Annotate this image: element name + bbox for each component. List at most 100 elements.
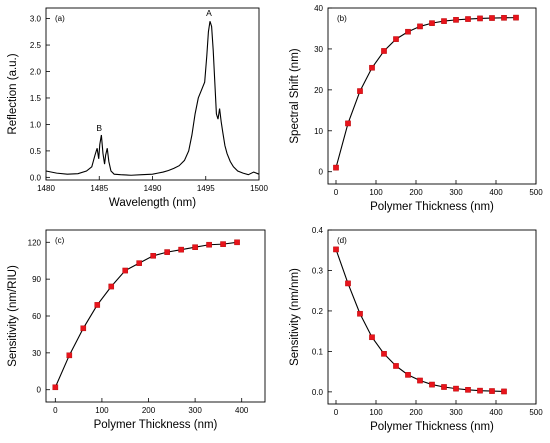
data-point xyxy=(369,334,375,341)
y-tick-label: 60 xyxy=(32,312,41,321)
data-point xyxy=(405,372,411,378)
y-tick-label: 20 xyxy=(314,86,323,95)
plot-frame xyxy=(327,229,537,405)
data-point xyxy=(178,246,184,253)
data-point xyxy=(94,302,101,308)
data-point xyxy=(489,388,495,394)
panel-label: (b) xyxy=(337,14,347,23)
series-line xyxy=(54,241,238,388)
y-tick-label: 0.5 xyxy=(30,147,42,156)
y-tick-label: 1.0 xyxy=(30,120,42,129)
data-point xyxy=(429,20,435,26)
data-point xyxy=(136,260,142,266)
data-point xyxy=(501,15,507,21)
data-point xyxy=(453,385,459,392)
data-point xyxy=(405,28,411,35)
x-tick-label: 0 xyxy=(53,406,58,415)
y-axis-label: Spectral Shift (nm) xyxy=(289,48,301,143)
y-tick-label: 0.0 xyxy=(312,388,324,397)
x-tick-label: 300 xyxy=(188,406,202,415)
y-tick-label: 30 xyxy=(32,349,41,358)
panel-label: (c) xyxy=(55,236,65,245)
x-tick-label: 0 xyxy=(334,188,339,197)
x-tick-label: 400 xyxy=(235,406,249,415)
x-tick-label: 300 xyxy=(449,188,463,197)
x-tick-label: 1490 xyxy=(144,184,162,193)
data-point xyxy=(513,14,519,21)
panel-a: 1480 1485 1490 1495 1500 0.0 0.5 1.0 1.5 2.0 2.5 3.… xyxy=(7,7,268,209)
x-tick-label: 400 xyxy=(489,408,503,417)
x-tick-label: 400 xyxy=(489,188,503,197)
data-point xyxy=(417,377,423,384)
y-tick-label: 0 xyxy=(319,168,324,177)
panel-label: (a) xyxy=(55,14,65,23)
x-axis-label: Wavelength (nm) xyxy=(109,197,196,209)
data-point xyxy=(333,164,339,171)
data-point xyxy=(381,48,387,54)
panel-c: 0 100 200 300 400 0 30 60 90 120 Polymer Thickness… xyxy=(7,229,266,431)
x-tick-label: 1495 xyxy=(197,184,215,193)
x-tick-label: 1480 xyxy=(37,184,55,193)
y-tick-label: 10 xyxy=(314,127,323,136)
data-point xyxy=(357,88,363,94)
data-point xyxy=(333,246,339,253)
data-point xyxy=(477,15,483,22)
data-point xyxy=(52,384,59,391)
y-tick-label: 120 xyxy=(28,238,42,247)
y-tick-label: 2.0 xyxy=(30,68,42,77)
series-line xyxy=(45,21,260,176)
y-tick-label: 2.5 xyxy=(30,41,42,50)
data-point xyxy=(66,352,73,359)
data-point xyxy=(369,64,375,71)
panel-b: 0 100 200 300 400 500 0 10 20 30 40 Polymer Thickne… xyxy=(289,4,543,213)
x-tick-label: 200 xyxy=(142,406,156,415)
y-axis-label: Sensitivity (nm/RIU) xyxy=(7,265,19,367)
data-point xyxy=(122,267,129,274)
data-point xyxy=(489,15,495,21)
data-point xyxy=(150,252,156,259)
y-tick-label: 3.0 xyxy=(30,15,42,24)
data-point xyxy=(441,384,447,390)
data-point xyxy=(345,280,351,287)
data-point xyxy=(465,16,471,22)
data-point xyxy=(206,241,212,248)
x-tick-label: 100 xyxy=(369,188,383,197)
x-tick-label: 100 xyxy=(95,406,109,415)
plot-frame xyxy=(327,7,537,185)
series-line xyxy=(335,17,517,168)
y-tick-label: 90 xyxy=(32,275,41,284)
x-tick-label: 200 xyxy=(409,408,423,417)
data-point xyxy=(234,239,240,246)
y-tick-label: 0.4 xyxy=(312,226,324,235)
y-tick-label: 0.2 xyxy=(312,307,324,316)
data-point xyxy=(381,351,387,357)
y-tick-label: 1.5 xyxy=(30,94,42,103)
x-tick-label: 1500 xyxy=(250,184,268,193)
x-tick-label: 200 xyxy=(409,188,423,197)
data-point xyxy=(393,363,399,369)
data-point xyxy=(477,387,483,394)
data-point xyxy=(164,249,170,255)
y-axis-label: Sensitivity (nm/nm) xyxy=(289,268,301,366)
peak-annotation: A xyxy=(206,8,212,18)
peak-annotation: B xyxy=(96,123,102,133)
data-point xyxy=(192,244,198,251)
data-point xyxy=(357,310,363,317)
x-axis-label: Polymer Thickness (nm) xyxy=(94,419,218,431)
series-line xyxy=(335,249,505,393)
data-point xyxy=(417,23,423,30)
y-tick-label: 0.3 xyxy=(312,266,324,275)
data-point xyxy=(429,381,435,388)
x-tick-label: 0 xyxy=(334,408,339,417)
y-tick-label: 40 xyxy=(314,4,323,13)
panel-d: 0 100 200 300 400 500 0.0 0.1 0.2 0.3 0.4 Polymer T… xyxy=(289,226,543,433)
y-tick-label: 30 xyxy=(314,45,323,54)
y-tick-label: 0 xyxy=(37,386,42,395)
x-axis-label: Polymer Thickness (nm) xyxy=(370,421,494,433)
data-point xyxy=(465,387,471,393)
data-point xyxy=(108,283,115,290)
data-point xyxy=(501,388,507,395)
data-point xyxy=(80,325,87,332)
x-tick-label: 300 xyxy=(449,408,463,417)
